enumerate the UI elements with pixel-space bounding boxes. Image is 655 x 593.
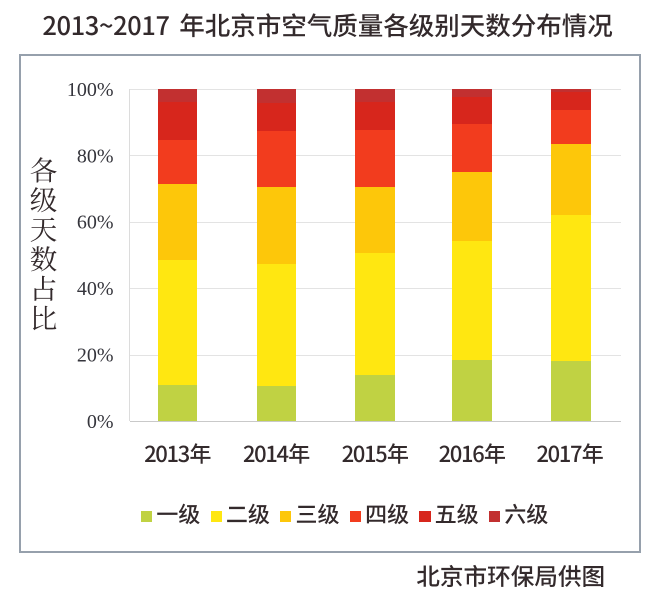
svg-text:0%: 0% (87, 411, 114, 433)
svg-text:100%: 100% (67, 79, 114, 101)
svg-text:20%: 20% (77, 345, 114, 367)
svg-text:60%: 60% (77, 212, 114, 234)
svg-text:40%: 40% (77, 278, 114, 300)
svg-text:80%: 80% (77, 145, 114, 167)
